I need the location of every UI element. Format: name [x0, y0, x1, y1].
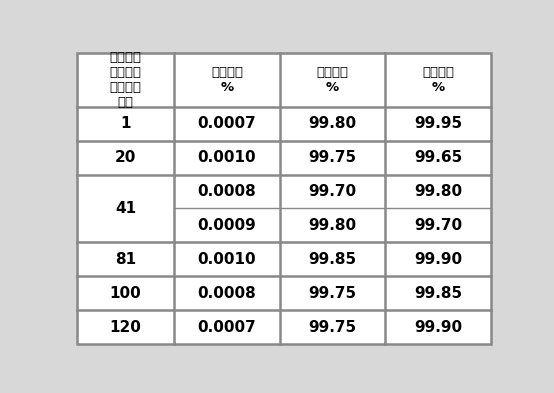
Text: 0.0007: 0.0007: [198, 320, 257, 335]
Text: 0.0008: 0.0008: [198, 184, 257, 199]
Text: 0.0007: 0.0007: [198, 116, 257, 131]
Text: 99.90: 99.90: [414, 320, 462, 335]
Text: 99.80: 99.80: [414, 184, 462, 199]
Text: 0.0009: 0.0009: [198, 218, 257, 233]
Text: 99.85: 99.85: [414, 286, 462, 301]
Text: 99.85: 99.85: [309, 252, 357, 267]
Text: 99.75: 99.75: [309, 320, 357, 335]
Text: 99.75: 99.75: [309, 286, 357, 301]
Text: 产品酸值
%: 产品酸值 %: [211, 66, 243, 94]
Text: 99.80: 99.80: [309, 218, 357, 233]
Text: 20: 20: [115, 150, 136, 165]
Text: 99.90: 99.90: [414, 252, 462, 267]
Text: 99.65: 99.65: [414, 150, 462, 165]
Text: 99.70: 99.70: [414, 218, 462, 233]
Text: 0.0010: 0.0010: [198, 252, 257, 267]
Text: 产品收率
%: 产品收率 %: [316, 66, 348, 94]
Text: 1: 1: [120, 116, 131, 131]
Text: 81: 81: [115, 252, 136, 267]
Text: 99.95: 99.95: [414, 116, 462, 131]
Text: 0.0008: 0.0008: [198, 286, 257, 301]
Text: 99.80: 99.80: [309, 116, 357, 131]
Text: 99.75: 99.75: [309, 150, 357, 165]
Text: 100: 100: [110, 286, 141, 301]
Text: 0.0010: 0.0010: [198, 150, 257, 165]
Text: 产品纯度
%: 产品纯度 %: [422, 66, 454, 94]
Text: 41: 41: [115, 201, 136, 216]
Text: 99.70: 99.70: [309, 184, 357, 199]
Text: 120: 120: [110, 320, 142, 335]
Text: 离子液体
催化剂、
树脂循环
次数: 离子液体 催化剂、 树脂循环 次数: [110, 51, 142, 108]
